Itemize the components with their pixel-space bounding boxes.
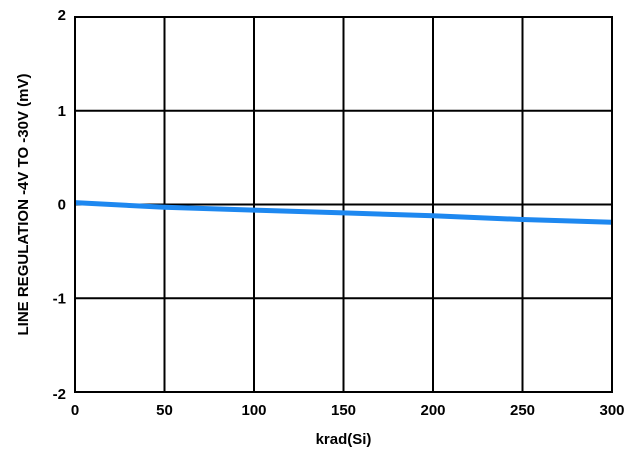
x-tick-label: 200 [420, 402, 445, 419]
x-tick-label: 250 [510, 402, 535, 419]
y-tick-labels: 2 1 0 -1 -2 [53, 7, 66, 403]
x-tick-label: 50 [156, 402, 173, 419]
grid [75, 17, 612, 392]
x-tick-label: 0 [71, 402, 79, 419]
plot-frame [74, 16, 613, 393]
x-tick-label: 300 [599, 402, 624, 419]
y-tick-label: -1 [53, 290, 66, 307]
x-tick-labels: 0 50 100 150 200 250 300 [71, 402, 625, 419]
series-line-0 [74, 200, 613, 225]
y-tick-label: 1 [58, 103, 66, 120]
x-tick-label: 100 [241, 402, 266, 419]
y-tick-label: 0 [58, 197, 66, 214]
x-axis-label: krad(Si) [316, 431, 372, 448]
y-tick-label: 2 [58, 7, 66, 24]
series-layer [74, 200, 613, 225]
y-axis-label: LINE REGULATION -4V TO -30V (mV) [15, 74, 32, 336]
y-tick-label: -2 [53, 386, 66, 403]
x-tick-label: 150 [331, 402, 356, 419]
